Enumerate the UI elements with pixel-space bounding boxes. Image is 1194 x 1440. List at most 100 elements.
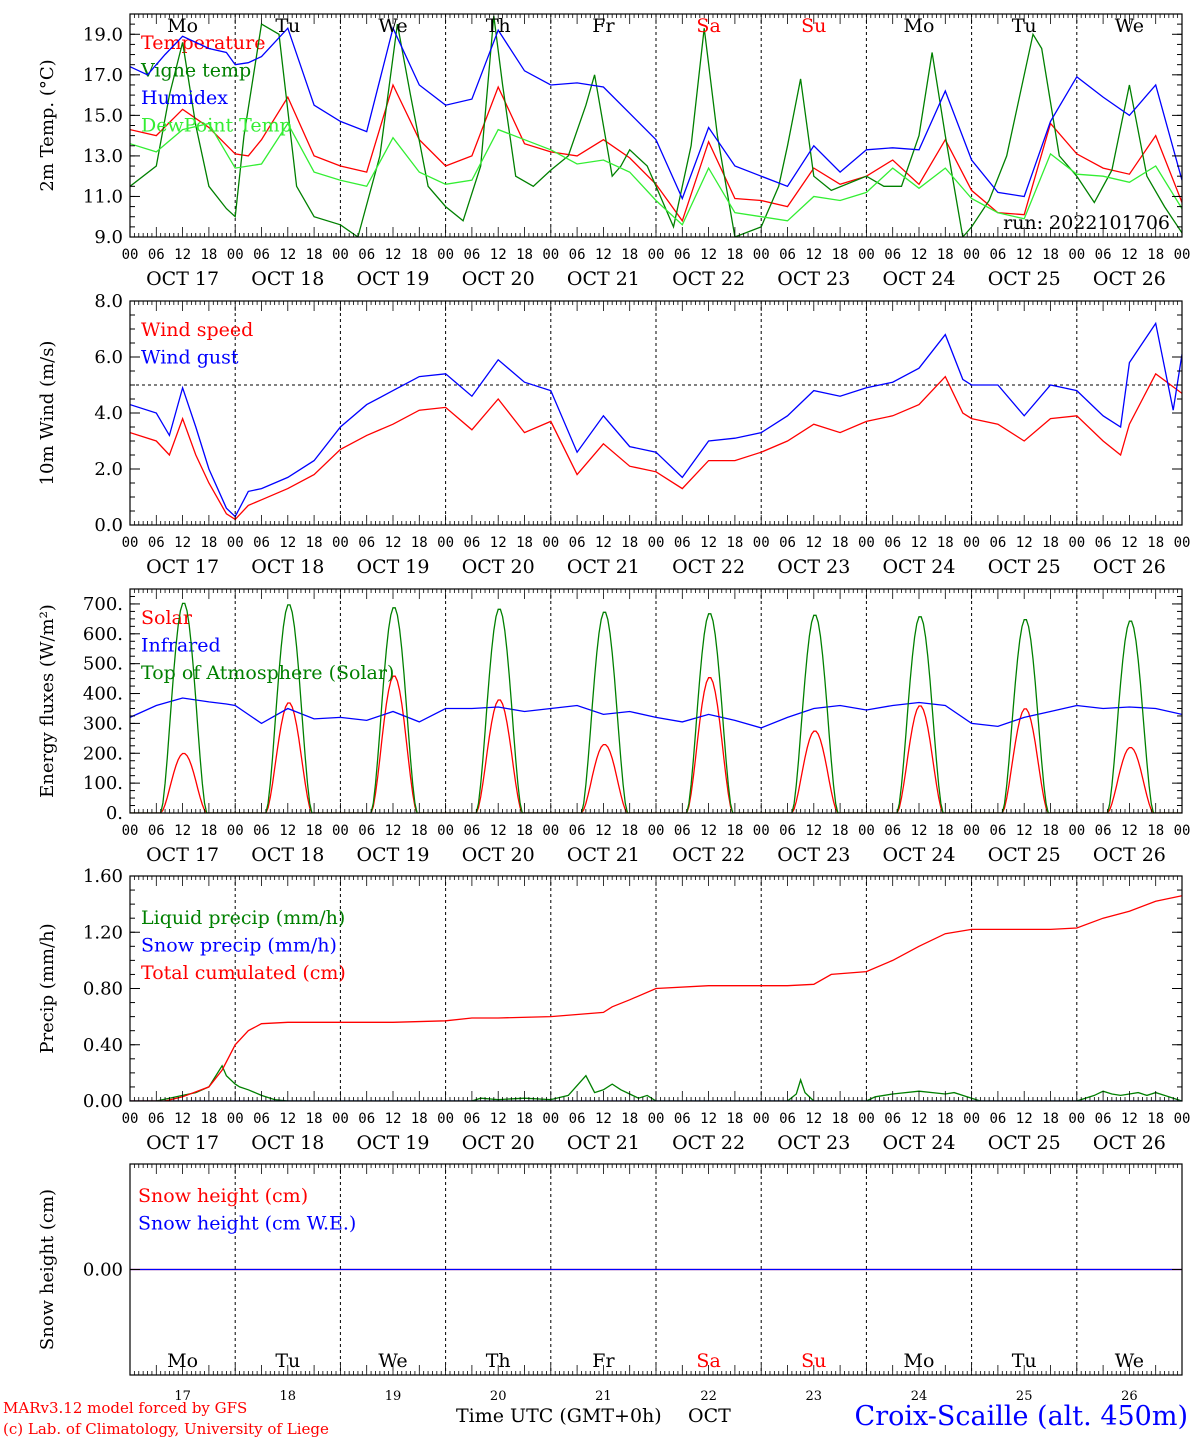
hour-label: 18: [1147, 535, 1164, 551]
hour-label: 06: [674, 247, 691, 263]
hour-label: 12: [279, 1111, 296, 1127]
y-tick-label: 11.0: [83, 186, 123, 207]
hour-label: 18: [516, 1111, 533, 1127]
hour-label: 06: [884, 1111, 901, 1127]
day-name-top: Tu: [275, 15, 300, 37]
hour-label: 06: [1095, 535, 1112, 551]
date-label: OCT 20: [462, 556, 535, 578]
hour-label: 12: [279, 823, 296, 839]
date-label: OCT 21: [567, 268, 640, 290]
hour-label: 06: [779, 535, 796, 551]
hour-label: 00: [437, 823, 454, 839]
hour-label: 00: [332, 823, 349, 839]
hour-label: 12: [911, 535, 928, 551]
hour-label: 00: [227, 535, 244, 551]
day-name-top: Tu: [1012, 15, 1037, 37]
date-label: OCT 20: [462, 844, 535, 866]
hour-label: 06: [674, 823, 691, 839]
hour-label: 18: [306, 823, 323, 839]
y-tick-label: 300.: [83, 713, 123, 734]
hour-label: 00: [122, 823, 139, 839]
y-tick-label: 500.: [83, 654, 123, 675]
hour-label: 06: [569, 247, 586, 263]
legend-total-cumulated-cm: Total cumulated (cm): [141, 962, 346, 984]
legend-snow-precip-mm-h: Snow precip (mm/h): [141, 935, 337, 957]
day-name-top: We: [1115, 15, 1144, 37]
date-label: OCT 26: [1093, 844, 1166, 866]
hour-label: 00: [858, 247, 875, 263]
hour-label: 00: [332, 535, 349, 551]
day-number: 26: [1121, 1389, 1138, 1404]
date-label: OCT 18: [251, 1132, 324, 1154]
hour-label: 00: [437, 1111, 454, 1127]
day-number: 25: [1016, 1389, 1033, 1404]
y-tick-label: 1.60: [83, 866, 123, 887]
hour-label: 12: [595, 535, 612, 551]
day-number: 17: [174, 1389, 191, 1404]
y-tick-label: 0.80: [83, 979, 123, 1000]
y-tick-label: 0.0: [94, 515, 123, 536]
day-number: 22: [700, 1389, 717, 1404]
hour-label: 12: [174, 535, 191, 551]
legend-temperature: Temperature: [141, 32, 265, 54]
hour-label: 12: [490, 247, 507, 263]
hour-label: 06: [358, 247, 375, 263]
date-label: OCT 26: [1093, 268, 1166, 290]
hour-label: 00: [227, 823, 244, 839]
panel-4: Liquid precip (mm/h) Snow precip (mm/h) To…: [37, 866, 1190, 1154]
panel-1: Temperature Vigne temp Humidex DewPoint Tem…: [37, 13, 1191, 290]
x-axis-month: OCT: [688, 1405, 731, 1427]
hour-label: 06: [569, 1111, 586, 1127]
hour-label: 18: [621, 535, 638, 551]
day-name-top: Fr: [592, 15, 615, 37]
hour-label: 12: [700, 823, 717, 839]
hour-label: 12: [385, 1111, 402, 1127]
day-name-top: We: [378, 15, 407, 37]
hour-label: 00: [122, 1111, 139, 1127]
y-tick-label: 700.: [83, 594, 123, 615]
y-axis-title: 10m Wind (m/s): [37, 341, 58, 486]
day-name-top: Mo: [904, 15, 935, 37]
hour-label: 12: [1016, 535, 1033, 551]
day-name-bottom: Mo: [167, 1350, 198, 1372]
hour-label: 00: [963, 1111, 980, 1127]
hour-label: 06: [358, 1111, 375, 1127]
hour-label: 00: [437, 535, 454, 551]
y-tick-label: 100.: [83, 773, 123, 794]
hour-label: 12: [385, 823, 402, 839]
hour-label: 06: [569, 535, 586, 551]
hour-label: 00: [1174, 1111, 1191, 1127]
hour-label: 18: [200, 535, 217, 551]
day-name-bottom: Su: [801, 1350, 826, 1372]
day-number: 19: [385, 1389, 402, 1404]
hour-label: 06: [779, 1111, 796, 1127]
hour-label: 18: [1147, 1111, 1164, 1127]
legend-liquid-precip-mm-h: Liquid precip (mm/h): [141, 907, 345, 929]
hour-label: 00: [648, 823, 665, 839]
series-top-of-atmosphere-solar: [130, 602, 1182, 813]
y-axis-title: Energy fluxes (W/m²): [37, 604, 58, 798]
hour-label: 06: [1095, 823, 1112, 839]
day-name-bottom: Mo: [904, 1350, 935, 1372]
y-tick-label: 400.: [83, 684, 123, 705]
y-tick-label: 19.0: [83, 24, 123, 45]
hour-label: 12: [911, 823, 928, 839]
footer-lab-credit: (c) Lab. of Climatology, University of L…: [3, 1420, 329, 1438]
date-label: OCT 18: [251, 556, 324, 578]
y-tick-label: 0.40: [83, 1035, 123, 1056]
day-number: 18: [280, 1389, 297, 1404]
legend-snow-height-cm: Snow height (cm): [138, 1185, 308, 1207]
hour-label: 00: [227, 1111, 244, 1127]
date-label: OCT 25: [988, 1132, 1061, 1154]
hour-label: 00: [1174, 247, 1191, 263]
y-axis-title: Snow height (cm): [37, 1189, 58, 1350]
footer-model-credit: MARv3.12 model forced by GFS: [3, 1399, 247, 1417]
date-label: OCT 23: [777, 844, 850, 866]
series-infrared: [130, 697, 1182, 729]
hour-label: 00: [542, 535, 559, 551]
hour-label: 12: [385, 535, 402, 551]
date-label: OCT 26: [1093, 556, 1166, 578]
hour-label: 06: [884, 823, 901, 839]
legend-vigne-temp: Vigne temp: [140, 60, 251, 82]
